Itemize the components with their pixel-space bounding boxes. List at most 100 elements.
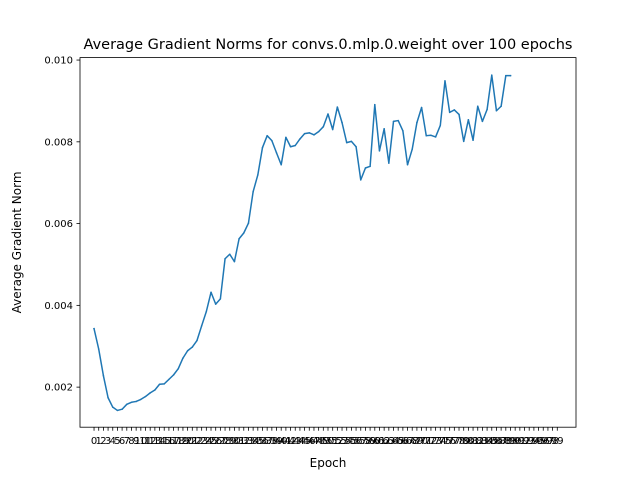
data-point	[505, 74, 507, 77]
x-axis: 0123456789101112131415161718192021222324…	[91, 427, 564, 447]
x-tick-label: 29	[223, 436, 236, 447]
data-point	[177, 367, 180, 370]
x-tick-label: 15	[158, 436, 171, 447]
plot-area: 0123456789101112131415161718192021222324…	[44, 56, 577, 447]
data-point	[486, 108, 488, 111]
x-tick-label: 75	[439, 436, 452, 447]
x-tick-label: 80	[462, 436, 475, 447]
x-tick-label: 71	[420, 436, 433, 447]
x-tick-label: 88	[499, 436, 512, 447]
x-tick-label: 21	[186, 436, 199, 447]
data-point	[140, 398, 142, 401]
data-point	[289, 145, 292, 148]
chart-title: Average Gradient Norms for convs.0.mlp.0…	[84, 37, 573, 53]
data-point	[416, 121, 418, 124]
x-tick-label: 36	[256, 436, 269, 447]
data-point	[481, 120, 484, 123]
x-tick-label: 86	[490, 436, 503, 447]
x-tick-label: 7	[124, 436, 130, 447]
x-tick-label: 41	[280, 436, 293, 447]
x-tick-label: 6	[119, 436, 125, 447]
x-tick-label: 99	[551, 436, 564, 447]
data-point	[406, 163, 409, 166]
x-tick-label: 47	[308, 436, 321, 447]
x-tick-label: 72	[425, 436, 438, 447]
x-tick-label: 76	[443, 436, 456, 447]
data-point	[280, 163, 282, 166]
x-tick-label: 27	[214, 436, 227, 447]
x-tick-label: 67	[401, 436, 414, 447]
data-point	[317, 130, 320, 133]
data-point	[355, 145, 357, 148]
data-point	[430, 134, 432, 137]
data-point	[182, 357, 184, 359]
data-point	[462, 140, 465, 143]
x-tick-label: 96	[537, 436, 550, 447]
data-point	[491, 74, 493, 76]
data-point	[247, 222, 250, 224]
x-tick-label: 83	[476, 436, 489, 447]
x-tick-label: 85	[485, 436, 498, 447]
data-point	[388, 162, 390, 164]
x-tick-label: 98	[546, 436, 559, 447]
x-tick-label: 93	[523, 436, 536, 447]
data-point	[93, 327, 95, 330]
x-tick-label: 78	[453, 436, 466, 447]
data-point	[467, 118, 470, 121]
data-point	[345, 141, 348, 144]
data-point	[392, 120, 395, 123]
data-point	[285, 136, 287, 139]
data-point	[238, 237, 240, 240]
x-tick-label: 66	[397, 436, 410, 447]
x-tick-label: 38	[265, 436, 278, 447]
x-tick-label: 64	[387, 436, 400, 447]
data-point	[364, 167, 367, 169]
x-tick-label: 51	[326, 436, 339, 447]
data-point	[341, 121, 343, 124]
x-tick-label: 2	[100, 436, 106, 447]
data-point	[402, 130, 404, 132]
data-point	[214, 303, 217, 305]
x-tick-label: 33	[242, 436, 255, 447]
x-tick-label: 48	[312, 436, 325, 447]
x-tick-label: 14	[153, 436, 166, 447]
x-tick-label: 94	[528, 436, 541, 447]
x-tick-label: 19	[177, 436, 190, 447]
x-tick-label: 50	[322, 436, 335, 447]
data-point	[168, 378, 170, 381]
x-tick-label: 54	[340, 436, 353, 447]
x-tick-label: 81	[467, 436, 480, 447]
x-tick-label: 55	[345, 436, 358, 447]
data-point	[144, 395, 147, 398]
data-point	[458, 113, 460, 116]
data-point	[228, 253, 231, 256]
x-tick-label: 61	[373, 436, 386, 447]
x-tick-label: 12	[144, 436, 157, 447]
data-point	[411, 148, 413, 150]
data-point	[261, 146, 264, 149]
x-tick-label: 34	[247, 436, 260, 447]
data-point	[196, 339, 198, 342]
y-axis-label: Average Gradient Norm	[10, 171, 24, 313]
x-tick-label: 10	[134, 436, 147, 447]
data-point	[135, 400, 137, 403]
x-tick-label: 57	[354, 436, 367, 447]
x-tick-label: 42	[284, 436, 297, 447]
x-tick-label: 97	[542, 436, 555, 447]
x-tick-label: 89	[504, 436, 517, 447]
data-point	[509, 74, 512, 77]
x-tick-label: 91	[513, 436, 526, 447]
data-point	[271, 139, 273, 142]
data-point	[383, 127, 385, 130]
x-axis-label: Epoch	[310, 456, 347, 470]
x-tick-label: 22	[191, 436, 204, 447]
x-tick-label: 92	[518, 436, 531, 447]
x-tick-label: 68	[406, 436, 419, 447]
data-point	[200, 325, 203, 327]
y-axis: 0.002 0.004 0.006 0.008 0.010	[44, 56, 80, 394]
data-point	[186, 349, 189, 352]
x-tick-label: 77	[448, 436, 461, 447]
y-tick-label: 0.002	[44, 383, 73, 394]
x-tick-label: 28	[219, 436, 232, 447]
